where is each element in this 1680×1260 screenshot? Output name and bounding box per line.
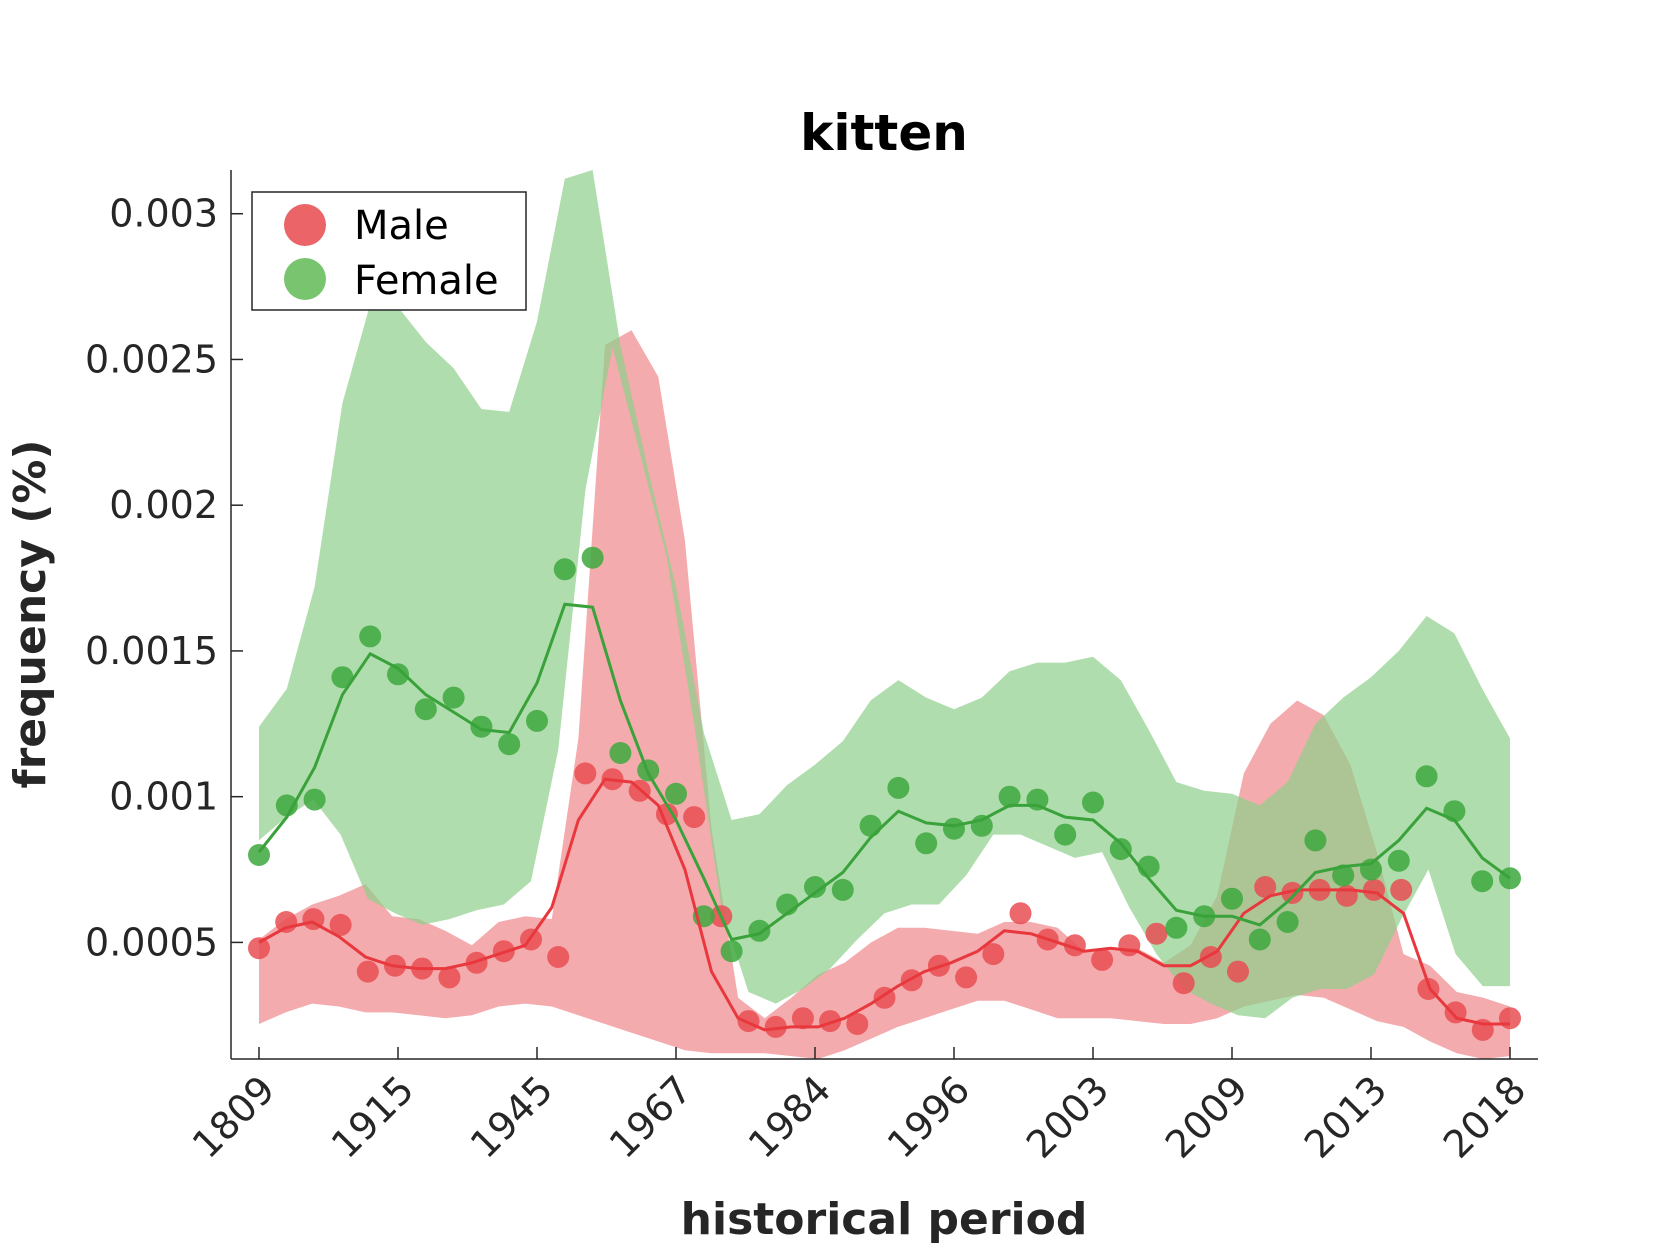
female-point xyxy=(526,709,548,732)
male-point xyxy=(655,803,678,826)
male-point xyxy=(1091,948,1114,971)
female-point xyxy=(387,663,409,686)
male-point xyxy=(275,911,298,933)
chart-title: kitten xyxy=(800,104,968,162)
female-point xyxy=(303,788,326,811)
male-band xyxy=(259,330,1510,1059)
y-tick-label: 0.0025 xyxy=(85,337,218,381)
female-point xyxy=(887,776,910,799)
x-tick-label: 1967 xyxy=(601,1067,701,1167)
male-point xyxy=(683,806,706,829)
female-point xyxy=(804,876,826,898)
female-point xyxy=(998,785,1021,808)
male-point xyxy=(356,960,379,983)
male-point xyxy=(438,966,461,989)
x-tick-label: 1996 xyxy=(879,1067,979,1167)
male-trend-line xyxy=(258,777,1510,1032)
male-point xyxy=(1009,902,1032,925)
female-point xyxy=(1415,765,1438,788)
male-point xyxy=(955,966,978,989)
female-point xyxy=(665,782,687,805)
female-point xyxy=(1165,916,1188,939)
y-tick-label: 0.0015 xyxy=(85,629,218,673)
x-tick-label: 1945 xyxy=(462,1067,562,1167)
male-point xyxy=(1335,884,1358,907)
male-point xyxy=(1390,878,1413,901)
female-point xyxy=(498,733,521,756)
female-point xyxy=(1054,823,1077,846)
male-point xyxy=(329,913,352,936)
female-point xyxy=(1276,911,1299,933)
female-point xyxy=(1082,791,1104,814)
x-axis-title: historical period xyxy=(681,1194,1088,1245)
female-point xyxy=(1332,864,1355,887)
male-point xyxy=(1281,881,1304,904)
y-axis-title: frequency (%) xyxy=(5,439,56,788)
male-point xyxy=(248,937,270,960)
x-tick-label: 1809 xyxy=(184,1067,284,1167)
legend-female-marker xyxy=(284,258,326,300)
male-point xyxy=(1172,972,1195,995)
female-point xyxy=(1221,887,1243,910)
female-point xyxy=(1387,849,1410,872)
legend: Male Female xyxy=(251,191,527,311)
x-tick-label: 1984 xyxy=(740,1067,840,1167)
female-point xyxy=(1248,928,1271,951)
male-point xyxy=(1118,934,1141,957)
male-point xyxy=(737,1010,760,1033)
legend-female-label: Female xyxy=(354,258,499,304)
legend-male-label: Male xyxy=(354,203,449,249)
female-point xyxy=(720,940,743,963)
x-tick-label: 1915 xyxy=(323,1067,423,1167)
female-point xyxy=(970,814,993,837)
male-point xyxy=(764,1015,787,1038)
male-point xyxy=(574,762,597,785)
female-point xyxy=(553,558,576,581)
female-point xyxy=(1109,838,1132,861)
male-point xyxy=(846,1013,869,1035)
female-point xyxy=(359,625,382,648)
legend-male-marker xyxy=(284,204,326,246)
x-tick-label: 2013 xyxy=(1296,1067,1396,1167)
male-point xyxy=(1499,1007,1521,1030)
x-tick-label: 2018 xyxy=(1435,1067,1535,1167)
male-point xyxy=(982,943,1005,966)
axes xyxy=(230,170,1538,1060)
female-point xyxy=(1471,870,1494,893)
y-ticks: 0.0005 0.001 0.0015 0.002 0.0025 0.003 xyxy=(85,192,243,964)
female-point xyxy=(831,878,854,901)
female-band xyxy=(259,170,1510,1019)
x-ticks: 1809 1915 1945 1967 1984 1996 2003 2009 2013 2018 xyxy=(184,1047,1535,1167)
female-point xyxy=(414,698,437,721)
male-point xyxy=(1227,960,1249,983)
y-tick-label: 0.001 xyxy=(109,775,218,819)
female-point xyxy=(1304,829,1327,852)
male-point xyxy=(819,1010,842,1033)
female-point xyxy=(248,844,270,866)
male-point xyxy=(1145,922,1168,945)
female-point xyxy=(609,742,632,764)
female-point xyxy=(442,686,465,709)
y-tick-label: 0.0005 xyxy=(85,920,218,964)
female-point xyxy=(915,832,938,855)
male-point xyxy=(791,1007,814,1030)
male-point xyxy=(900,969,923,992)
y-tick-label: 0.003 xyxy=(109,192,218,236)
female-point xyxy=(275,794,298,817)
x-tick-label: 2009 xyxy=(1157,1067,1257,1167)
female-point xyxy=(859,814,882,837)
y-tick-label: 0.002 xyxy=(109,483,218,527)
female-point xyxy=(943,817,965,840)
female-point xyxy=(748,919,771,942)
male-point xyxy=(1254,876,1277,898)
female-point xyxy=(470,715,493,738)
female-point xyxy=(581,546,604,569)
female-point xyxy=(331,666,354,689)
plot-area xyxy=(248,170,1521,1059)
male-point xyxy=(547,946,570,968)
female-trend-line xyxy=(257,602,1511,942)
x-tick-label: 2003 xyxy=(1018,1067,1118,1167)
